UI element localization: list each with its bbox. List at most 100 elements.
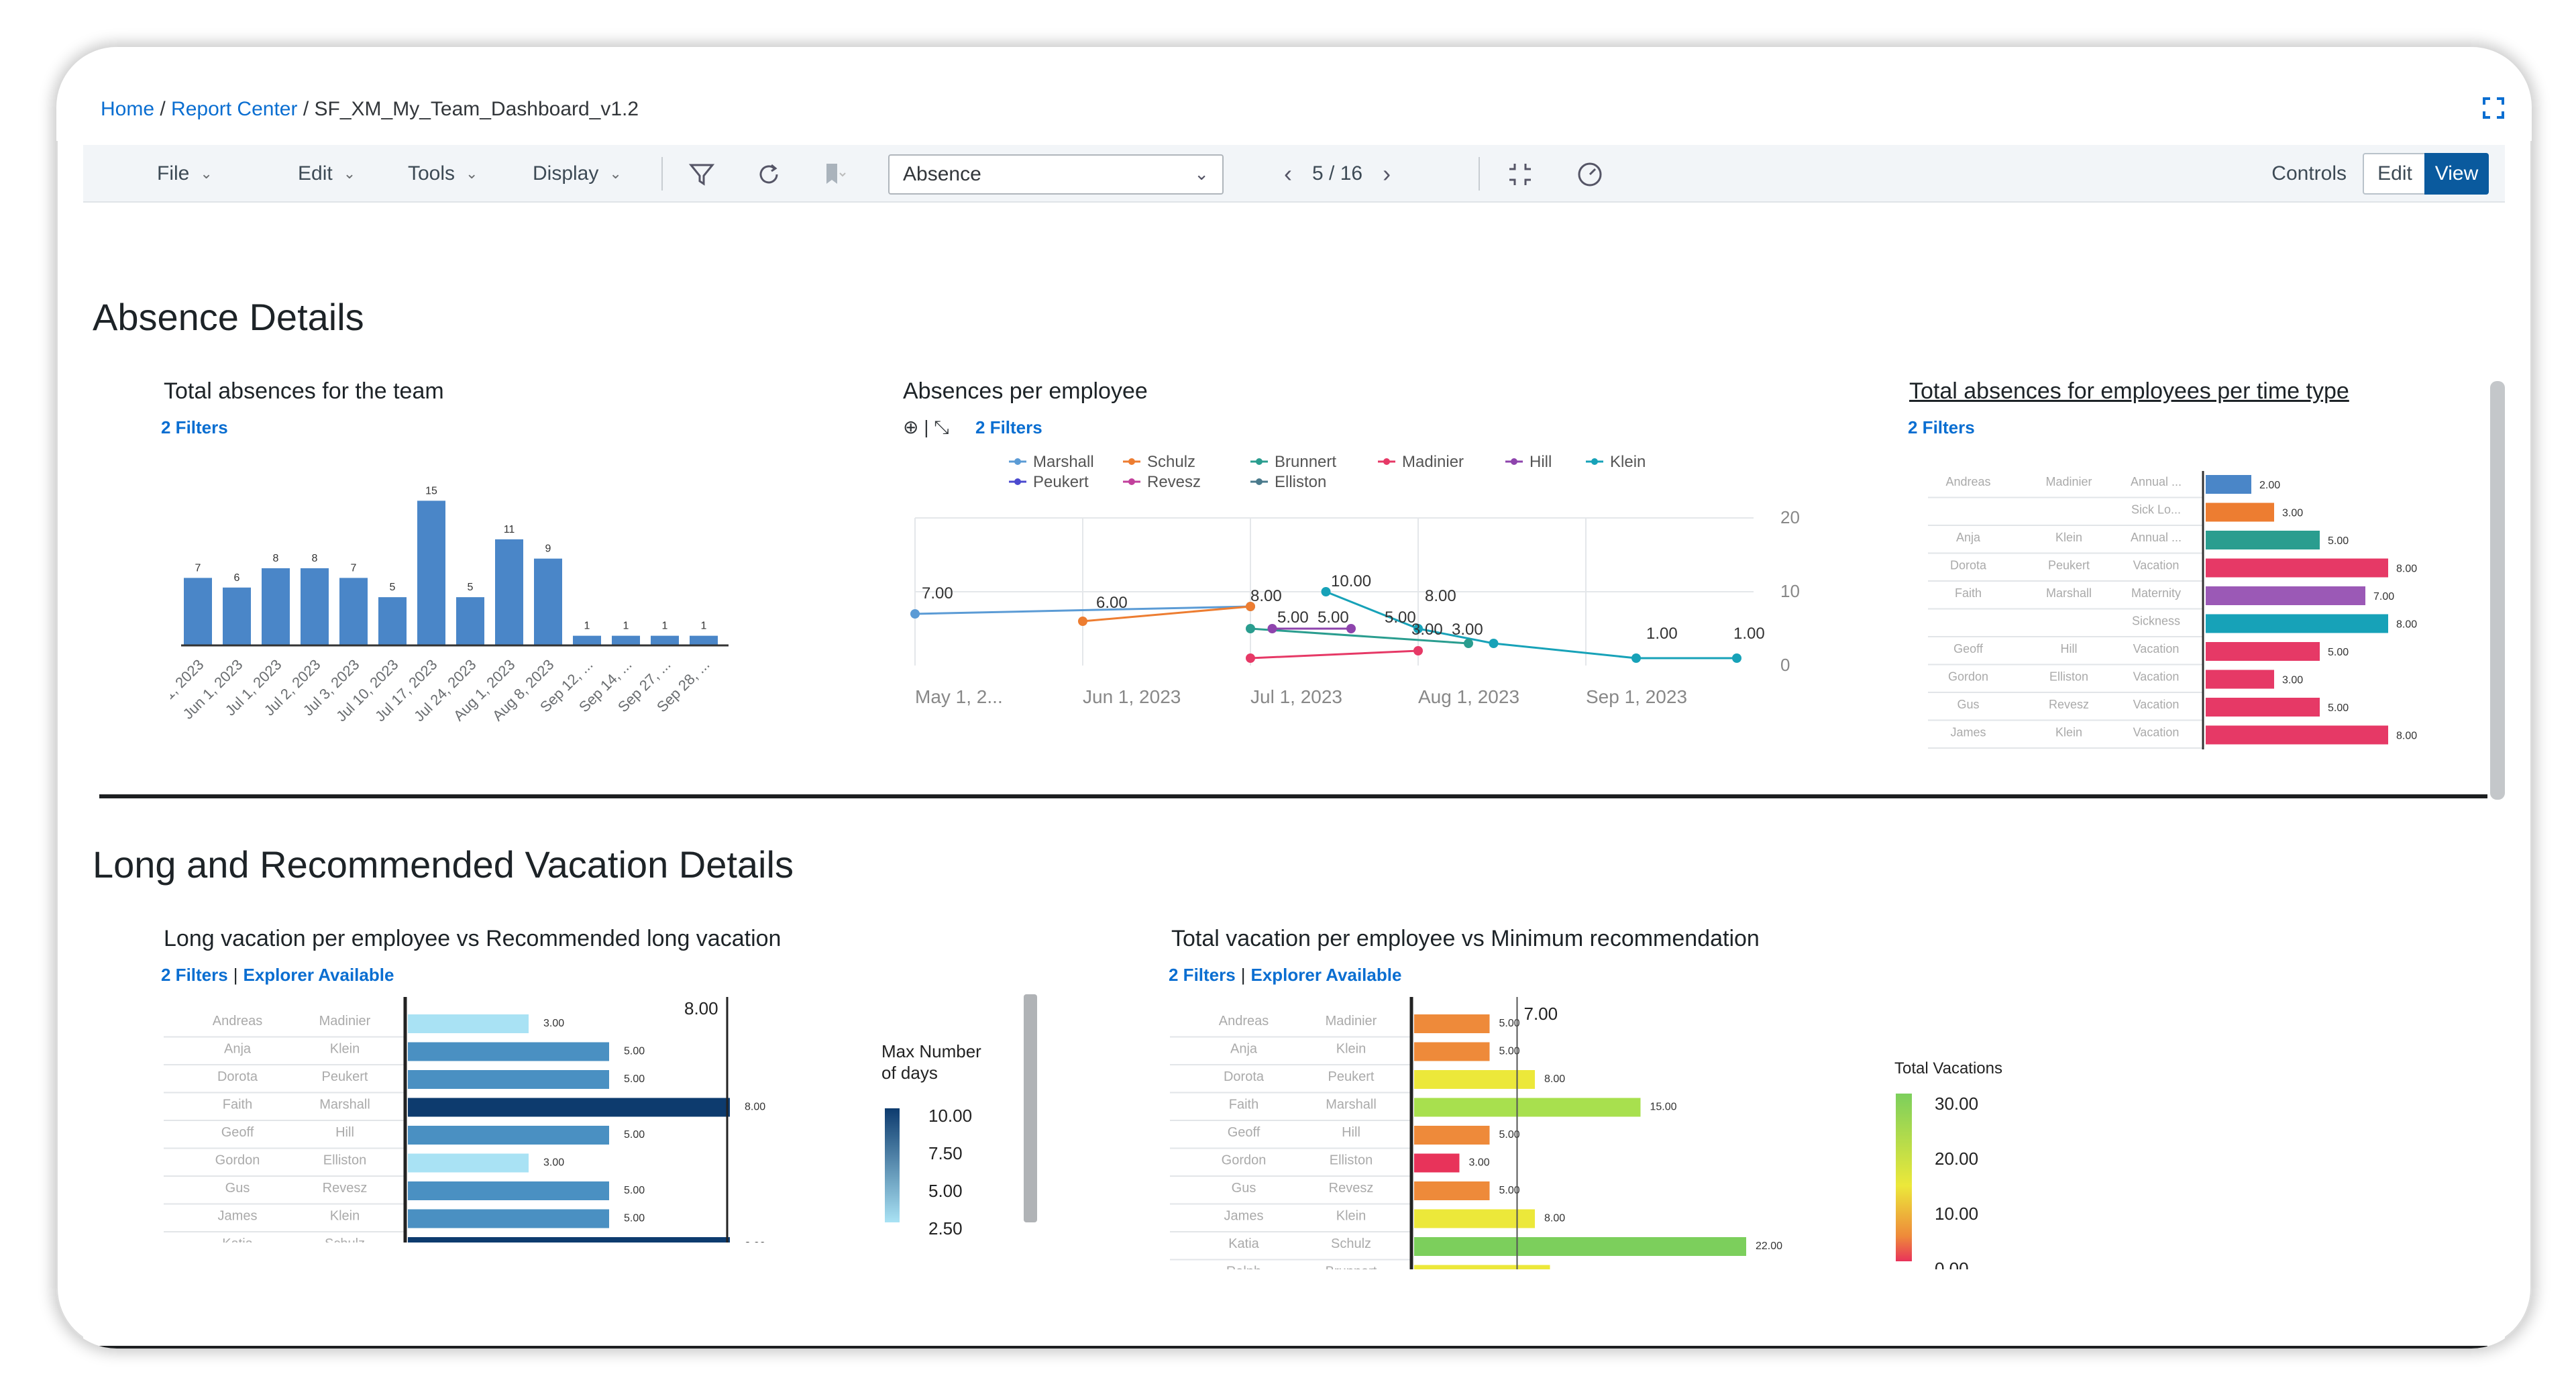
tools-menu-label: Tools (408, 162, 455, 184)
data-label: 5.00 (624, 1046, 645, 1057)
bar (2206, 670, 2274, 689)
fullscreen-icon[interactable] (2482, 97, 2505, 119)
view-mode-button[interactable]: View (2424, 153, 2489, 195)
row-label-last: Madinier (319, 1014, 371, 1028)
chart-tool-icons[interactable]: ⊕ | ⤡ (903, 417, 949, 437)
series-line (914, 605, 1251, 615)
row-label-first: James (218, 1209, 258, 1224)
bar (408, 1126, 609, 1145)
bar (2206, 503, 2274, 522)
filters-link[interactable]: 2 Filters (1908, 417, 1975, 437)
data-label: 1 (662, 621, 668, 632)
bar (1414, 1265, 1550, 1269)
legend-title: of days (881, 1063, 938, 1083)
row-label-last: Peukert (2048, 559, 2090, 572)
data-point (1246, 602, 1255, 611)
bar (301, 568, 329, 645)
bar (408, 1237, 730, 1243)
row-label-type: Sickness (2132, 615, 2180, 628)
fit-to-screen-icon[interactable] (1505, 160, 1535, 189)
data-label: 9.00 (1560, 1269, 1580, 1270)
bar (534, 558, 562, 645)
legend-tick-label: 20.00 (1935, 1149, 1978, 1169)
row-label-first: Andreas (1945, 475, 1990, 488)
row-label-last: Klein (2055, 531, 2082, 544)
header-bar: Home / Report Center / SF_XM_My_Team_Das… (56, 47, 2532, 141)
legend-label: Madinier (1402, 453, 1464, 471)
vertical-scrollbar[interactable] (2490, 381, 2505, 800)
data-label: 3.00 (1469, 1157, 1490, 1169)
edit-menu[interactable]: Edit ⌄ (298, 158, 356, 189)
toolbar: File ⌄ Edit ⌄ Tools ⌄ Display ⌄ Absence ⌄ ‹ … (83, 145, 2505, 203)
legend-label: Schulz (1147, 453, 1195, 471)
row-label-last: Klein (330, 1042, 360, 1057)
filters-link[interactable]: 2 Filters (161, 417, 228, 437)
next-page-icon[interactable]: › (1383, 160, 1391, 187)
row-label-first: James (1224, 1209, 1264, 1224)
bar (408, 1042, 609, 1061)
bar (2206, 698, 2320, 717)
filters-link[interactable]: 2 Filters (161, 965, 228, 985)
row-label-first: Andreas (1219, 1014, 1269, 1028)
breadcrumb: Home / Report Center / SF_XM_My_Team_Das… (101, 98, 639, 121)
data-label: 5.00 (1499, 1046, 1520, 1057)
legend-tick-label: 10.00 (928, 1106, 972, 1126)
previous-page-icon[interactable]: ‹ (1284, 160, 1292, 187)
data-label: 7 (195, 562, 201, 574)
row-label-first: Dorota (217, 1069, 258, 1084)
explorer-link[interactable]: Explorer Available (1250, 965, 1402, 985)
refresh-icon[interactable] (754, 160, 784, 189)
filters-link[interactable]: 2 Filters (975, 417, 1042, 437)
bookmark-icon[interactable] (818, 160, 848, 189)
bar (651, 635, 679, 645)
data-label: 3.00 (543, 1157, 564, 1169)
y-tick-label: 20 (1780, 507, 1800, 527)
legend-marker (1511, 458, 1517, 465)
row-label-first: Dorota (1224, 1069, 1265, 1084)
legend-label: Marshall (1033, 453, 1094, 471)
clock-icon[interactable] (1575, 160, 1605, 189)
data-label: 8.00 (2396, 619, 2417, 631)
row-label-last: Klein (1336, 1042, 1366, 1057)
chevron-down-icon: ⌄ (466, 165, 478, 182)
controls-button[interactable]: Controls (2271, 162, 2347, 184)
y-tick-label: 10 (1780, 581, 1800, 601)
data-label: 7.00 (922, 584, 953, 602)
data-label: 5.00 (1318, 609, 1349, 627)
bar (2206, 475, 2251, 494)
breadcrumb-home[interactable]: Home (101, 98, 155, 120)
bar (612, 635, 640, 645)
dashboard-content: Absence Details Total absences for the t… (83, 203, 2505, 1349)
data-label: 1.00 (1646, 625, 1678, 643)
legend-label: Brunnert (1275, 453, 1336, 471)
chart-per-time-type: Andreas Madinier Annual ... 2.00 Sick Lo... 3… (1928, 471, 2417, 749)
row-label-type: Vacation (2133, 642, 2180, 655)
row-label-last: Hill (2061, 642, 2078, 655)
data-label: 7.00 (2373, 591, 2394, 602)
data-label: 1 (584, 621, 590, 632)
legend-scrollbar (1024, 994, 1037, 1222)
filter-icon[interactable] (687, 160, 716, 189)
legend-marker (1128, 458, 1135, 465)
display-menu[interactable]: Display ⌄ (533, 158, 622, 189)
filters-link[interactable]: 2 Filters (1169, 965, 1236, 985)
explorer-link[interactable]: Explorer Available (243, 965, 394, 985)
series-line (1250, 627, 1469, 645)
data-label: 5.00 (2328, 702, 2349, 714)
edit-mode-button[interactable]: Edit (2363, 153, 2427, 195)
bar (2206, 586, 2365, 605)
chart-title-total-vacation: Total vacation per employee vs Minimum r… (1171, 926, 1760, 951)
data-label: 11 (504, 524, 515, 535)
row-label-last: Marshall (1326, 1098, 1377, 1112)
data-label: 5 (390, 582, 396, 593)
breadcrumb-report-center[interactable]: Report Center (171, 98, 298, 120)
page-select[interactable]: Absence ⌄ (888, 154, 1224, 195)
legend-tick-label: 7.50 (928, 1143, 963, 1163)
row-label-last: Marshall (319, 1098, 370, 1112)
bar (408, 1209, 609, 1228)
row-label-type: Vacation (2133, 698, 2180, 711)
chart-title-per-time-type[interactable]: Total absences for employees per time ty… (1909, 378, 2349, 404)
file-menu[interactable]: File ⌄ (157, 158, 213, 189)
separator: | (233, 965, 238, 985)
tools-menu[interactable]: Tools ⌄ (408, 158, 478, 189)
